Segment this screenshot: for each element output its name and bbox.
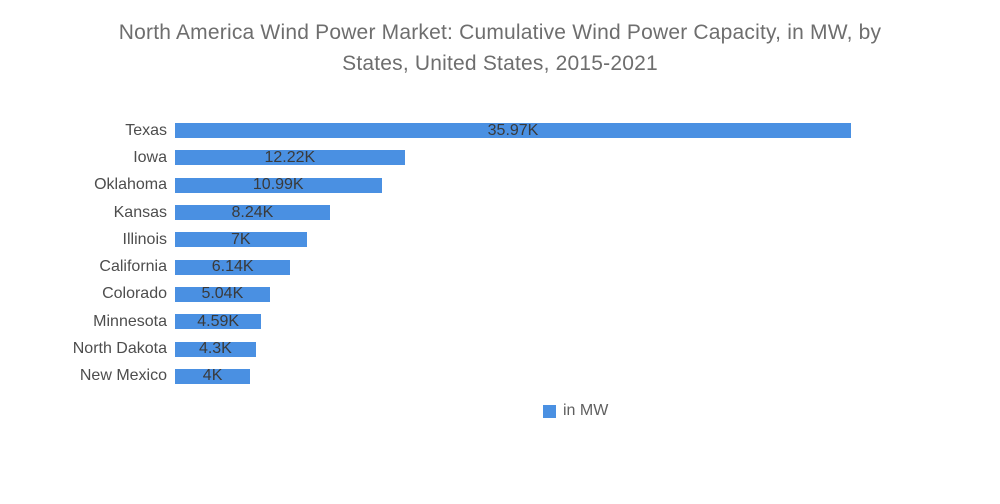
category-label: New Mexico	[79, 367, 167, 385]
chart-title-line2: States, United States, 2015-2021	[342, 52, 658, 75]
bar-track: 35.97K	[175, 121, 851, 139]
value-label: 4.59K	[197, 312, 240, 330]
bar-row: Colorado 5.04K	[0, 281, 1000, 308]
chart-title-line1: North America Wind Power Market: Cumulat…	[118, 21, 882, 44]
bar[interactable]: 12.22K	[175, 148, 405, 166]
value-label: 10.99K	[252, 176, 304, 194]
bar-row: California 6.14K	[0, 253, 1000, 280]
chart-title: North America Wind Power Market: Cumulat…	[0, 17, 1000, 79]
bar[interactable]: 4.3K	[175, 340, 256, 358]
bar-track: 4.3K	[175, 340, 256, 358]
bar-row: Kansas 8.24K	[0, 199, 1000, 226]
bar[interactable]: 6.14K	[175, 258, 291, 276]
category-label: Oklahoma	[94, 176, 167, 194]
bar-row: Texas 35.97K	[0, 117, 1000, 144]
category-label: Colorado	[102, 285, 167, 303]
category-label: California	[99, 258, 167, 276]
category-label: Minnesota	[93, 312, 167, 330]
legend-label: in MW	[563, 402, 609, 419]
value-label: 7K	[231, 230, 251, 248]
value-label: 5.04K	[201, 285, 244, 303]
bar-row: New Mexico 4K	[0, 363, 1000, 390]
bar-track: 8.24K	[175, 203, 330, 221]
value-label: 35.97K	[487, 121, 539, 139]
bar-track: 6.14K	[175, 258, 291, 276]
bar-row: Oklahoma 10.99K	[0, 172, 1000, 199]
bar[interactable]: 35.97K	[175, 121, 851, 139]
category-label: Iowa	[133, 148, 167, 166]
category-label: North Dakota	[72, 340, 167, 358]
category-label: Kansas	[113, 203, 167, 221]
value-label: 6.14K	[211, 258, 254, 276]
bar[interactable]: 5.04K	[175, 285, 270, 303]
value-label: 12.22K	[264, 148, 316, 166]
value-label: 8.24K	[231, 203, 274, 221]
bar-track: 4.59K	[175, 312, 262, 330]
bar-row: Illinois 7K	[0, 226, 1000, 253]
bar[interactable]: 4K	[175, 367, 251, 385]
bar[interactable]: 7K	[175, 230, 307, 248]
bar-row: Minnesota 4.59K	[0, 308, 1000, 335]
bar-row: North Dakota 4.3K	[0, 335, 1000, 362]
legend-swatch-icon	[543, 404, 556, 418]
bar[interactable]: 8.24K	[175, 203, 330, 221]
bar-row: Iowa 12.22K	[0, 144, 1000, 171]
bar[interactable]: 10.99K	[175, 176, 382, 194]
bar-track: 5.04K	[175, 285, 270, 303]
category-label: Illinois	[122, 230, 167, 248]
bar-track: 10.99K	[175, 176, 382, 194]
value-label: 4.3K	[198, 340, 232, 358]
plot-area: Texas 35.97K Iowa 12.22K Oklahoma 10.99K Kansa…	[0, 117, 1000, 390]
value-label: 4K	[202, 367, 223, 385]
bar[interactable]: 4.59K	[175, 312, 262, 330]
bar-track: 4K	[175, 367, 251, 385]
bar-track: 12.22K	[175, 148, 405, 166]
legend[interactable]: in MW	[543, 402, 608, 420]
bar-track: 7K	[175, 230, 307, 248]
category-label: Texas	[125, 121, 167, 139]
